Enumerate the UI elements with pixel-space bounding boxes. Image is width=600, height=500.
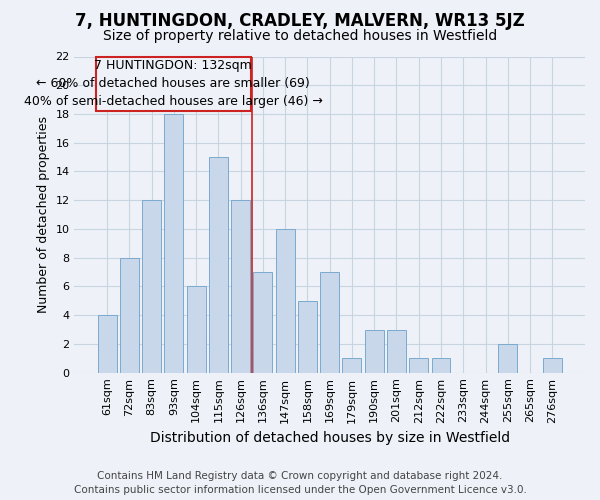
Bar — [253, 272, 272, 372]
X-axis label: Distribution of detached houses by size in Westfield: Distribution of detached houses by size … — [149, 431, 510, 445]
Y-axis label: Number of detached properties: Number of detached properties — [37, 116, 50, 313]
Bar — [409, 358, 428, 372]
Text: 7 HUNTINGDON: 132sqm
← 60% of detached houses are smaller (69)
40% of semi-detac: 7 HUNTINGDON: 132sqm ← 60% of detached h… — [24, 60, 323, 108]
Bar — [209, 157, 228, 372]
Bar — [499, 344, 517, 372]
Bar — [387, 330, 406, 372]
Bar — [231, 200, 250, 372]
Text: 7, HUNTINGDON, CRADLEY, MALVERN, WR13 5JZ: 7, HUNTINGDON, CRADLEY, MALVERN, WR13 5J… — [75, 12, 525, 30]
Bar — [275, 229, 295, 372]
FancyBboxPatch shape — [96, 56, 251, 111]
Bar — [431, 358, 451, 372]
Bar — [187, 286, 206, 372]
Bar — [320, 272, 339, 372]
Bar — [543, 358, 562, 372]
Bar — [298, 301, 317, 372]
Bar — [98, 315, 116, 372]
Bar — [164, 114, 183, 372]
Bar — [120, 258, 139, 372]
Bar — [365, 330, 383, 372]
Bar — [343, 358, 361, 372]
Bar — [142, 200, 161, 372]
Text: Contains HM Land Registry data © Crown copyright and database right 2024.
Contai: Contains HM Land Registry data © Crown c… — [74, 471, 526, 495]
Text: Size of property relative to detached houses in Westfield: Size of property relative to detached ho… — [103, 29, 497, 43]
